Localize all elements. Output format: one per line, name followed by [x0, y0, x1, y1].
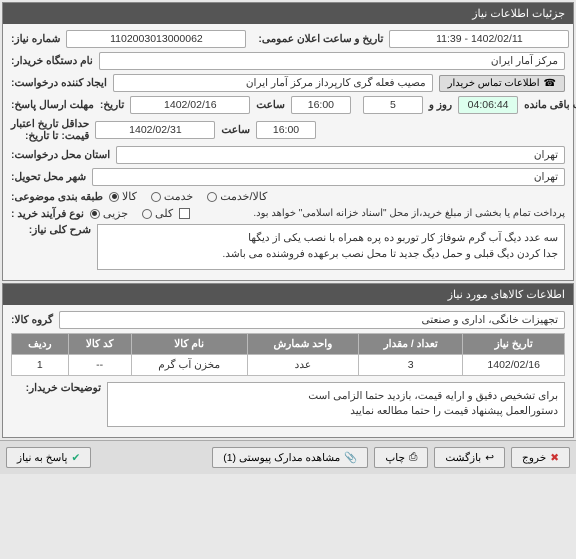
min-valid-time: 16:00: [256, 121, 316, 139]
cell-unit: عدد: [247, 354, 358, 375]
classify-radio-group: کالا/خدمت خدمت کالا: [109, 190, 565, 203]
deliver-city-value: تهران: [92, 168, 565, 186]
buy-full[interactable]: کلی: [142, 207, 173, 220]
need-desc-l2: جدا کردن دیگ قبلی و حمل دیگ جدید تا محل …: [104, 247, 558, 263]
deliver-city-label: شهر محل تحویل:: [11, 171, 86, 183]
back-icon: [485, 452, 494, 464]
deadline-date: 1402/02/16: [130, 96, 250, 114]
buyer-note-label: توضیحات خریدار:: [11, 382, 101, 394]
group-label: گروه کالا:: [11, 314, 53, 326]
buyer-value: مرکز آمار ایران: [99, 52, 565, 70]
requester-label: ایجاد کننده درخواست:: [11, 77, 107, 89]
cell-code: --: [68, 354, 131, 375]
classify-goods-label: کالا: [122, 190, 137, 203]
attach-icon: [344, 451, 357, 464]
panel2-title: اطلاعات کالاهای مورد نیاز: [3, 284, 573, 305]
radio-icon: [90, 209, 100, 219]
cell-row: 1: [12, 354, 69, 375]
attach-label: مشاهده مدارک پیوستی (1): [223, 452, 340, 464]
classify-both[interactable]: کالا/خدمت: [207, 190, 267, 203]
back-label: بازگشت: [445, 452, 481, 464]
exit-label: خروج: [522, 452, 546, 464]
min-valid-date: 1402/02/31: [95, 121, 215, 139]
buy-full-label: کلی: [155, 207, 173, 220]
reply-label: پاسخ به نیاز: [17, 452, 67, 464]
buyer-label: نام دستگاه خریدار:: [11, 55, 93, 67]
need-desc-l1: سه عدد دیگ آب گرم شوفاژ کار توربو ده پره…: [104, 231, 558, 247]
phone-icon: [544, 78, 556, 89]
panel2-body: تجهیزات خانگی، اداری و صنعتی گروه کالا: …: [3, 305, 573, 438]
need-details-panel: جزئیات اطلاعات نیاز 1402/02/11 - 11:39 ت…: [2, 2, 574, 281]
classify-label: طبقه بندی موضوعی:: [11, 191, 103, 203]
group-value: تجهیزات خانگی، اداری و صنعتی: [59, 311, 565, 329]
radio-icon: [207, 192, 217, 202]
deadline-label: مهلت ارسال پاسخ:: [11, 99, 94, 111]
contact-btn-label: اطلاعات تماس خریدار: [448, 78, 540, 89]
deadline-suffix: تاریخ:: [100, 99, 124, 111]
table-row[interactable]: 1402/02/16 3 عدد مخزن آب گرم -- 1: [12, 354, 565, 375]
settlement-checkbox[interactable]: [179, 208, 190, 219]
goods-table: تاریخ نیاز تعداد / مقدار واحد شمارش نام …: [11, 333, 565, 376]
panel1-title: جزئیات اطلاعات نیاز: [3, 3, 573, 24]
col-date: تاریخ نیاز: [463, 333, 565, 354]
need-no-value: 1102003013000062: [66, 30, 246, 48]
buy-type-label: نوع فرآیند خرید :: [11, 208, 84, 220]
time-label-2: ساعت: [221, 124, 250, 136]
classify-service[interactable]: خدمت: [151, 190, 193, 203]
buy-type-radio-group: کلی جزیی: [90, 207, 173, 220]
need-no-label: شماره نیاز:: [11, 33, 60, 45]
announce-value: 1402/02/11 - 11:39: [389, 30, 569, 48]
announce-label: تاریخ و ساعت اعلان عمومی:: [258, 33, 383, 45]
remain-time: 04:06:44: [458, 96, 518, 114]
remain-label: ساعت باقی مانده: [524, 99, 576, 111]
table-header-row: تاریخ نیاز تعداد / مقدار واحد شمارش نام …: [12, 333, 565, 354]
exit-button[interactable]: خروج: [511, 447, 570, 468]
deadline-time: 16:00: [291, 96, 351, 114]
requester-value: مصیب فعله گری کارپرداز مرکز آمار ایران: [113, 74, 433, 92]
buy-partial[interactable]: جزیی: [90, 207, 128, 220]
footer-bar: خروج بازگشت چاپ مشاهده مدارک پیوستی (1) …: [0, 440, 576, 474]
settlement-note: پرداخت تمام یا بخشی از مبلغ خرید،از محل …: [196, 208, 565, 219]
contact-buyer-button[interactable]: اطلاعات تماس خریدار: [439, 75, 565, 92]
attachments-button[interactable]: مشاهده مدارک پیوستی (1): [212, 447, 368, 468]
req-city-label: استان محل درخواست:: [11, 149, 110, 161]
classify-goods[interactable]: کالا: [109, 190, 137, 203]
cell-date: 1402/02/16: [463, 354, 565, 375]
col-unit: واحد شمارش: [247, 333, 358, 354]
reply-button[interactable]: پاسخ به نیاز: [6, 447, 91, 468]
buyer-note-l2: دستورالعمل پیشنهاد قیمت را حتما مطالعه ن…: [114, 404, 558, 420]
price-until-label: قیمت: تا تاریخ:: [11, 130, 89, 142]
check-icon: [71, 452, 80, 464]
day-label: روز و: [429, 99, 452, 111]
print-label: چاپ: [385, 452, 405, 464]
need-desc-label: شرح کلی نیاز:: [11, 224, 91, 236]
col-code: کد کالا: [68, 333, 131, 354]
buyer-note-box: برای تشخیص دقیق و ارایه قیمت، بازدید حتم…: [107, 382, 565, 428]
min-valid-label: حداقل تاریخ اعتبار: [11, 118, 89, 130]
time-label-1: ساعت: [256, 99, 285, 111]
print-icon: [409, 451, 417, 464]
cell-name: مخزن آب گرم: [131, 354, 247, 375]
cell-qty: 3: [359, 354, 463, 375]
days-value: 5: [363, 96, 423, 114]
exit-icon: [550, 452, 559, 464]
need-desc-box: سه عدد دیگ آب گرم شوفاژ کار توربو ده پره…: [97, 224, 565, 270]
radio-icon: [142, 209, 152, 219]
classify-both-label: کالا/خدمت: [220, 190, 267, 203]
radio-icon: [151, 192, 161, 202]
buyer-note-l1: برای تشخیص دقیق و ارایه قیمت، بازدید حتم…: [114, 389, 558, 405]
col-qty: تعداد / مقدار: [359, 333, 463, 354]
print-button[interactable]: چاپ: [374, 447, 428, 468]
req-city-value: تهران: [116, 146, 565, 164]
col-name: نام کالا: [131, 333, 247, 354]
classify-service-label: خدمت: [164, 190, 193, 203]
goods-info-panel: اطلاعات کالاهای مورد نیاز تجهیزات خانگی،…: [2, 283, 574, 439]
col-row: ردیف: [12, 333, 69, 354]
panel1-body: 1402/02/11 - 11:39 تاریخ و ساعت اعلان عم…: [3, 24, 573, 280]
buy-partial-label: جزیی: [103, 207, 128, 220]
radio-icon: [109, 192, 119, 202]
back-button[interactable]: بازگشت: [434, 447, 505, 468]
